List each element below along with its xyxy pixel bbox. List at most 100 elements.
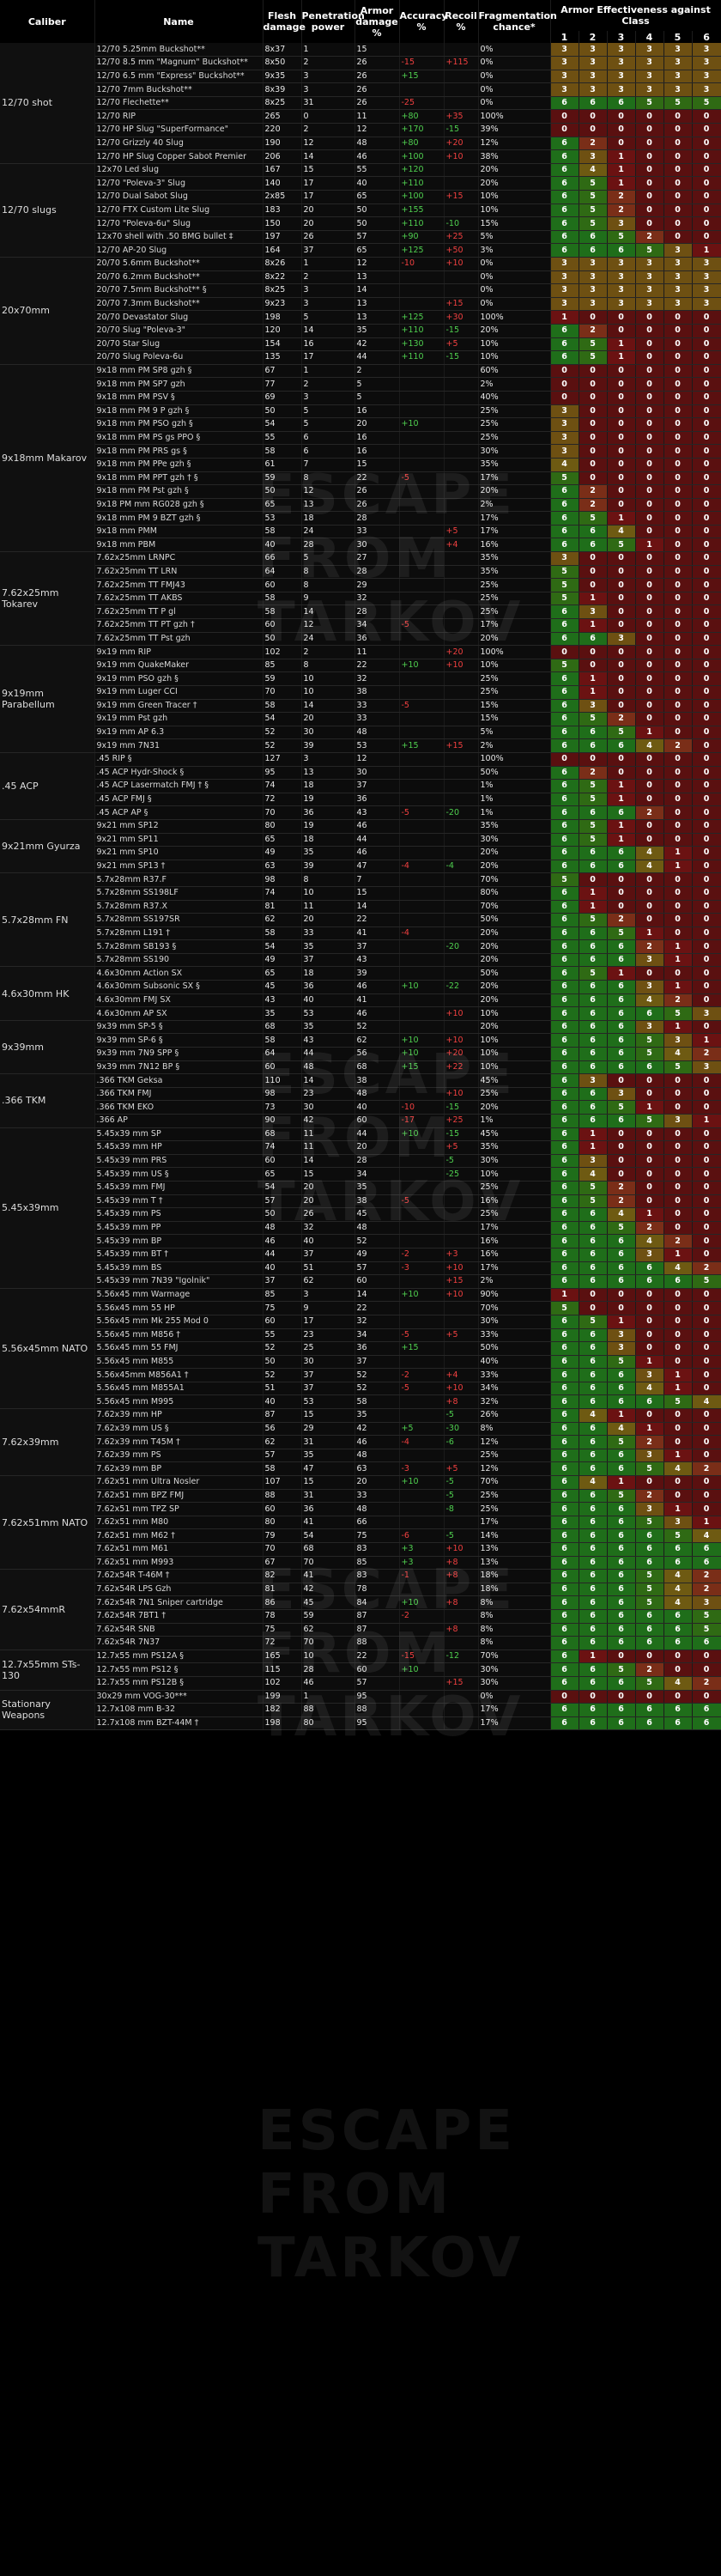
table-row[interactable]: 20/70 7.3mm Buckshot** 9x23 3 13 +15 0% 3 3 3 3 3 3	[0, 297, 721, 312]
table-row[interactable]: 5.56x45 mm Mk 255 Mod 0 60 17 32 30% 6 5 1 0 0 0	[0, 1315, 721, 1329]
header-accuracy[interactable]: Accuracy %	[399, 0, 447, 43]
table-row[interactable]: 7.62x51 mm M993 67 70 85 +3 +8 13% 6 6 6 6 6 6	[0, 1556, 721, 1571]
table-row[interactable]: 12/70 AP-20 Slug 164 37 65 +125 +50 3% 6 6 6 5 3 1	[0, 243, 721, 258]
table-row[interactable]: 4.6x30mm HK 4.6x30mm Action SX 65 18 39 50% 6 5…	[0, 966, 721, 1021]
table-row[interactable]: 9x18 mm PM 9 P gzh § 50 5 16 25% 3 0 0 0 0 0	[0, 404, 721, 419]
table-row[interactable]: 12/70 Dual Sabot Slug 2x85 17 65 +100 +15 10% 6…	[0, 190, 721, 204]
table-row[interactable]: .366 TKM .366 TKM Geksa 110 14 38 45% 6 3 0 0 0 0	[0, 1073, 721, 1128]
header-caliber[interactable]: Caliber	[0, 0, 95, 43]
header-armor-damage[interactable]: Armor damage %	[354, 0, 400, 43]
table-row[interactable]: 20/70 Slug Poleva-6u 135 17 44 +110 -15 10% 6 5 1…	[0, 350, 721, 365]
table-row[interactable]: 9x21 mm SP10 49 35 46 20% 6 6 6 4 1 0	[0, 846, 721, 860]
table-row[interactable]: 12/70 "Poleva-3" Slug 140 17 40 +110 20% 6 5 1 0 0…	[0, 176, 721, 191]
table-row[interactable]: 12/70 7mm Buckshot** 8x39 3 26 0% 3 3 3 3 3 3	[0, 82, 721, 97]
table-row[interactable]: 12/70 shot 12/70 5.25mm Buckshot** 8x37 1 15…	[0, 43, 721, 164]
table-row[interactable]: 12/70 Grizzly 40 Slug 190 12 48 +80 +20 12% 6 2 0…	[0, 137, 721, 151]
table-row[interactable]: 7.62x51 mm M62 † 79 54 75 -6 -5 14% 6 6 6 6 5 4	[0, 1528, 721, 1543]
table-row[interactable]: 5.45x39 mm T † 57 20 38 -5 16% 6 5 2 0 0 0	[0, 1194, 721, 1209]
table-row[interactable]: .366 TKM EKO 73 30 40 -10 -15 20% 6 6 5 1 0 0	[0, 1100, 721, 1115]
table-row[interactable]: 9x39 mm 7N9 SPP § 64 44 56 +10 +20 10% 6 6 6 5 4 2	[0, 1047, 721, 1061]
table-row[interactable]: .45 ACP FMJ § 72 19 36 1% 6 5 1 0 0 0	[0, 793, 721, 807]
table-row[interactable]: 12.7x108 mm B-32 182 88 88 17% 6 6 6 6 6 6	[0, 1703, 721, 1717]
table-row[interactable]: 7.62x25mm TT FMJ43 60 8 29 25% 5 0 0 0 0 0	[0, 578, 721, 592]
table-row[interactable]: 9x18 mm PMM 58 24 33 +5 17% 6 6 4 0 0 0	[0, 525, 721, 539]
table-row[interactable]: 7.62x51 mm TPZ SP 60 36 48 -8 25% 6 6 6 3 1 0	[0, 1502, 721, 1516]
table-row[interactable]: 9x18 mm PM PSO gzh § 54 5 20 +10 25% 3 0 0 0 0 0	[0, 417, 721, 432]
table-row[interactable]: 7.62x39 mm T45M † 62 31 46 -4 -6 12% 6 6 5 2 0 0	[0, 1435, 721, 1449]
table-row[interactable]: 5.45x39 mm FMJ 54 20 35 25% 6 5 2 0 0 0	[0, 1181, 721, 1195]
table-row[interactable]: 12.7x55 mm PS12 § 115 28 60 +10 30% 6 6 5 2 0 0	[0, 1662, 721, 1677]
table-row[interactable]: .366 AP 90 42 60 -17 +25 1% 6 6 6 5 3 1	[0, 1114, 721, 1128]
table-row[interactable]: 5.45x39 mm BT † 44 37 49 -2 +3 16% 6 6 6 3 1 0	[0, 1248, 721, 1262]
table-row[interactable]: 9x18mm Makarov 9x18 mm PM SP8 gzh § 67 1 2 60…	[0, 364, 721, 553]
table-row[interactable]: 5.45x39 mm BP 46 40 52 16% 6 6 6 4 2 0	[0, 1234, 721, 1249]
table-row[interactable]: 5.7x28mm SS190 49 37 43 20% 6 6 6 3 1 0	[0, 953, 721, 968]
table-row[interactable]: 12/70 slugs 12x70 Led slug 167 15 55 +120 20% 6…	[0, 163, 721, 258]
table-row[interactable]: 5.45x39mm 5.45x39 mm SP 68 11 44 +10 -15 45% 6 1 0…	[0, 1127, 721, 1289]
table-row[interactable]: 9x19mm Parabellum 9x19 mm RIP 102 2 11 +20 100…	[0, 645, 721, 753]
table-row[interactable]: 5.7x28mm SS198LF 74 10 15 80% 6 1 0 0 0 0	[0, 886, 721, 901]
table-row[interactable]: 20/70 Star Slug 154 16 42 +130 +5 10% 6 5 1 0 0 0	[0, 337, 721, 352]
table-row[interactable]: 9x18 PM mm RG028 gzh § 65 13 26 2% 6 2 0 0 0 0	[0, 498, 721, 513]
table-row[interactable]: 5.56x45 mm M855A1 51 37 52 -5 +10 34% 6 6 6 4 1 0	[0, 1382, 721, 1396]
table-row[interactable]: 9x19 mm Pst gzh 54 20 33 15% 6 5 2 0 0 0	[0, 712, 721, 726]
table-row[interactable]: 7.62x25mm TT Pst gzh 50 24 36 20% 6 6 3 0 0 0	[0, 632, 721, 647]
table-row[interactable]: 5.7x28mm SB193 § 54 35 37 -20 20% 6 6 6 2 1 0	[0, 939, 721, 954]
table-row[interactable]: 9x18 mm PM PPT gzh † § 59 8 22 -5 17% 5 0 0 0 0 0	[0, 471, 721, 486]
table-row[interactable]: 12/70 "Poleva-6u" Slug 150 20 50 +110 -10 15% 6…	[0, 216, 721, 231]
table-row[interactable]: 7.62x51 mm BPZ FMJ 88 31 33 -5 25% 6 6 5 2 0 0	[0, 1489, 721, 1504]
table-row[interactable]: 5.7x28mm L191 † 58 33 41 -4 20% 6 6 5 1 0 0	[0, 927, 721, 941]
table-row[interactable]: 5.56x45mm NATO 5.56x45 mm Warmage 85 3 14 +10…	[0, 1288, 721, 1410]
table-row[interactable]: 7.62x54mmR 7.62x54R T-46M † 82 41 83 -1 +8 18% 6…	[0, 1569, 721, 1650]
header-class-3[interactable]: 3	[607, 31, 636, 43]
table-row[interactable]: 9x18 mm PM PS gs PPO § 55 6 16 25% 3 0 0 0 0 0	[0, 431, 721, 446]
table-row[interactable]: 5.45x39 mm BS 40 51 57 -3 +10 17% 6 6 6 6 4 2	[0, 1261, 721, 1276]
table-row[interactable]: 9x18 mm PM PPe gzh § 61 7 15 35% 4 0 0 0 0 0	[0, 458, 721, 472]
table-row[interactable]: 9x18 mm PM SP7 gzh 77 2 5 2% 0 0 0 0 0 0	[0, 377, 721, 392]
table-row[interactable]: 7.62x54R LPS Gzh 81 42 78 18% 6 6 6 5 4 2	[0, 1583, 721, 1597]
table-row[interactable]: 7.62x39 mm PS 57 35 48 25% 6 6 6 3 1 0	[0, 1449, 721, 1463]
table-row[interactable]: 9x21 mm SP13 † 63 39 47 -4 -4 20% 6 6 6 4 1 0	[0, 860, 721, 874]
table-row[interactable]: 7.62x39 mm US § 56 29 42 +5 -30 8% 6 6 4 1 0 0	[0, 1422, 721, 1437]
table-row[interactable]: 5.45x39 mm 7N39 "Igolnik" 37 62 60 +15 2% 6 6 6 6…	[0, 1274, 721, 1289]
table-row[interactable]: 5.56x45 mm 55 HP 75 9 22 70% 5 0 0 0 0 0	[0, 1301, 721, 1315]
table-row[interactable]: 9x18 mm PM PSV § 69 3 5 40% 0 0 0 0 0 0	[0, 391, 721, 405]
table-row[interactable]: 12.7x108 mm BZT-44M † 198 80 95 17% 6 6 6 6 6 6	[0, 1716, 721, 1731]
table-row[interactable]: 20/70 7.5mm Buckshot** § 8x25 3 14 0% 3 3 3 3 3 3	[0, 283, 721, 298]
table-row[interactable]: 9x18 mm PM 9 BZT gzh § 53 18 28 17% 6 5 1 0 0 0	[0, 511, 721, 526]
table-row[interactable]: 5.45x39 mm PS 50 26 45 25% 6 6 4 1 0 0	[0, 1207, 721, 1222]
table-row[interactable]: 5.45x39 mm US § 65 15 34 -25 10% 6 4 0 0 0 0	[0, 1167, 721, 1182]
table-row[interactable]: 12/70 8.5 mm "Magnum" Buckshot** 8x50 2 26-…	[0, 56, 721, 70]
table-row[interactable]: 5.45x39 mm PP 48 32 48 17% 6 6 5 2 0 0	[0, 1221, 721, 1236]
header-name[interactable]: Name	[94, 0, 264, 43]
table-row[interactable]: 7.62x25mm Tokarev 7.62x25mm LRNPC 66 5 27 35%…	[0, 551, 721, 647]
table-row[interactable]: 5.56x45 mm M856 † 55 23 34 -5 +5 33% 6 6 3 0 0 0	[0, 1328, 721, 1343]
table-row[interactable]: 5.56x45 mm 55 FMJ 52 25 36 +15 50% 6 6 3 0 0 0	[0, 1341, 721, 1356]
table-row[interactable]: 7.62x25mm TT LRN 64 8 28 35% 5 0 0 0 0 0	[0, 565, 721, 580]
table-row[interactable]: 9x21mm Gyurza 9x21 mm SP12 80 19 46 35% 6 5 1 0 0 0	[0, 819, 721, 874]
table-row[interactable]: 7.62x54R SNB 75 62 87 +8 8% 6 6 6 6 6 5	[0, 1623, 721, 1637]
table-row[interactable]: 9x19 mm QuakeMaker 85 8 22 +10 +10 10% 5 0 0 0 0 0	[0, 659, 721, 673]
table-row[interactable]: 9x19 mm Luger CCI 70 10 38 25% 6 1 0 0 0 0	[0, 685, 721, 700]
header-penetration[interactable]: Penetration power	[301, 0, 365, 43]
table-row[interactable]: 7.62x54R 7BT1 † 78 59 87 -2 8% 6 6 6 6 6 5	[0, 1609, 721, 1624]
table-row[interactable]: 7.62x54R 7N1 Sniper cartridge 86 45 84 +10 +8…	[0, 1595, 721, 1610]
table-row[interactable]: 12/70 RIP 265 0 11 +80 +35 100% 0 0 0 0 0 0	[0, 109, 721, 125]
table-row[interactable]: 7.62x25mm TT AKBS 58 9 32 25% 5 1 0 0 0 0	[0, 592, 721, 606]
table-row[interactable]: 5.45x39 mm HP 74 11 20 +5 35% 6 1 0 0 0 0	[0, 1140, 721, 1155]
header-flesh-damage[interactable]: Flesh damage	[263, 0, 306, 43]
table-row[interactable]: 9x19 mm 7N31 52 39 53 +15 +15 2% 6 6 6 4 2 0	[0, 738, 721, 753]
table-row[interactable]: 5.7x28mm SS197SR 62 20 22 50% 6 5 2 0 0 0	[0, 913, 721, 927]
table-row[interactable]: 7.62x25mm TT P gl 58 14 28 25% 6 3 0 0 0 0	[0, 605, 721, 620]
table-row[interactable]: 5.7x28mm FN 5.7x28mm R37.F 98 8 7 70% 5 0 0 0 0 0	[0, 872, 721, 968]
table-row[interactable]: 9x18 mm PBM 40 28 30 +4 16% 6 6 5 1 0 0	[0, 538, 721, 553]
header-class-6[interactable]: 6	[692, 31, 721, 43]
header-recoil[interactable]: Recoil %	[444, 0, 479, 43]
table-row[interactable]: 9x39 mm SP-6 § 58 43 62 +10 +10 10% 6 6 6 5 3 1	[0, 1033, 721, 1048]
table-row[interactable]: 20/70 6.2mm Buckshot** 8x22 2 13 0% 3 3 3 3 3 3	[0, 270, 721, 285]
table-row[interactable]: .45 ACP AP § 70 36 43 -5 -20 1% 6 6 6 2 0 0	[0, 805, 721, 820]
table-row[interactable]: 7.62x51mm NATO 7.62x51 mm Ultra Nosler 107…	[0, 1475, 721, 1571]
table-row[interactable]: 20/70 Slug "Poleva-3" 120 14 35 +110 -15 20% 6 2…	[0, 324, 721, 338]
header-class-5[interactable]: 5	[663, 31, 693, 43]
table-row[interactable]: 9x18 mm PM PRS gs § 58 6 16 30% 3 0 0 0 0 0	[0, 444, 721, 459]
